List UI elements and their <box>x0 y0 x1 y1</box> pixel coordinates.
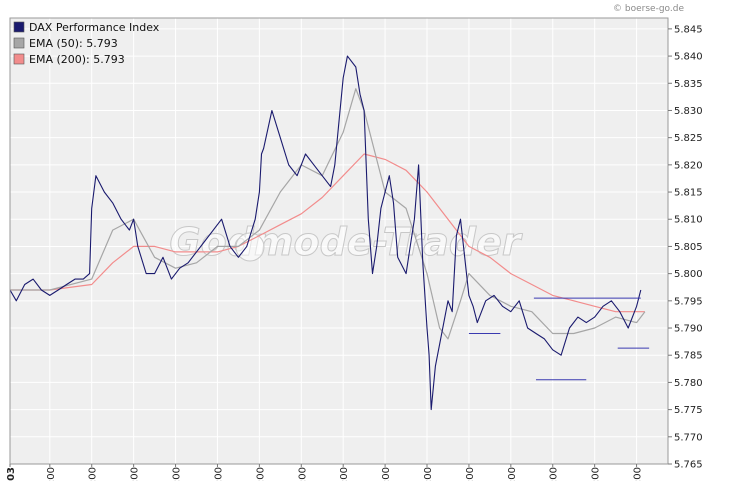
y-tick-label: 5.825 <box>674 133 703 144</box>
x-tick-label: 08:00 <box>88 467 99 481</box>
x-tick-label: 12:00 <box>255 467 266 481</box>
x-tick-label: 18:00 <box>507 467 518 481</box>
legend: DAX Performance Index EMA (50): 5.793 EMA … <box>13 21 160 66</box>
x-tick-label: 20:00 <box>591 467 602 481</box>
x-tick-label: 16:00 <box>423 467 434 481</box>
legend-label: DAX Performance Index <box>29 21 160 34</box>
chart-series <box>9 55 646 411</box>
x-tick-label: 07:00 <box>46 467 57 481</box>
y-tick-label: 5.820 <box>674 160 703 171</box>
legend-swatch <box>13 53 25 65</box>
series-line-ema200 <box>10 153 645 313</box>
y-tick-label: 5.840 <box>674 52 703 63</box>
support-lines <box>468 297 650 381</box>
y-tick-label: 5.775 <box>674 405 703 416</box>
y-tick-label: 5.780 <box>674 378 703 389</box>
x-tick-label: 06:03 <box>6 467 17 481</box>
x-axis: 06:03 07:00 08:00 09:00 10:00 11:00 12:00 13:00… <box>6 464 644 481</box>
y-tick-label: 5.770 <box>674 432 703 443</box>
y-tick-label: 5.845 <box>674 24 703 35</box>
series-line-dax <box>9 55 642 411</box>
watermark-text: Godmode-Trader <box>169 220 522 264</box>
legend-label: EMA (200): 5.793 <box>29 53 125 66</box>
source-label: © boerse-go.de <box>613 4 684 14</box>
y-tick-label: 5.835 <box>674 79 703 90</box>
y-tick-label: 5.785 <box>674 351 703 362</box>
legend-swatch <box>13 21 25 33</box>
y-tick-label: 5.790 <box>674 324 703 335</box>
y-tick-label: 5.795 <box>674 296 703 307</box>
y-tick-label: 5.765 <box>674 460 703 471</box>
x-tick-label: 14:00 <box>339 467 350 481</box>
plot-frame <box>9 17 669 465</box>
plot-background <box>10 18 668 464</box>
x-tick-label: 13:00 <box>297 467 308 481</box>
x-tick-label: 11:00 <box>213 467 224 481</box>
x-tick-label: 10:00 <box>172 467 183 481</box>
y-tick-label: 5.810 <box>674 215 703 226</box>
x-tick-label: 19:00 <box>549 467 560 481</box>
legend-label: EMA (50): 5.793 <box>29 37 118 50</box>
x-tick-label: 17:00 <box>465 467 476 481</box>
y-axis: 5.765 5.770 5.775 5.780 5.785 5.790 5.795 5.800… <box>668 24 703 471</box>
y-tick-label: 5.830 <box>674 106 703 117</box>
x-tick-label: 21:00 <box>633 467 644 481</box>
y-tick-label: 5.800 <box>674 269 703 280</box>
y-tick-label: 5.805 <box>674 242 703 253</box>
x-tick-label: 15:00 <box>381 467 392 481</box>
legend-swatch <box>13 37 25 49</box>
chart-grid <box>10 18 668 465</box>
x-tick-label: 09:00 <box>130 467 141 481</box>
y-tick-label: 5.815 <box>674 188 703 199</box>
